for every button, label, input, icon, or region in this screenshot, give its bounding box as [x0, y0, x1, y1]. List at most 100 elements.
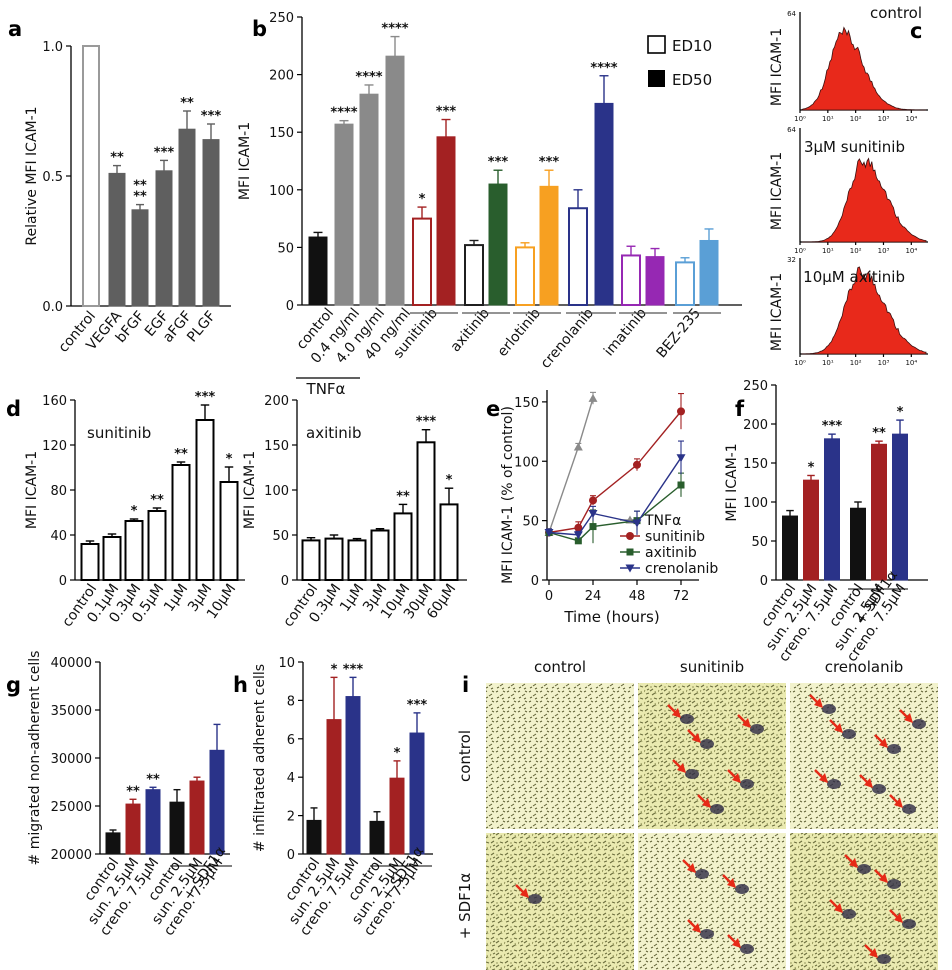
micrograph-control-sunitinib	[638, 683, 786, 829]
category-label: 1μM	[337, 581, 367, 615]
bar	[124, 520, 144, 581]
y-axis-label: MFI ICAM-1	[724, 443, 740, 521]
data-point	[626, 548, 634, 556]
hist-x-tick-label: 10⁰	[794, 247, 806, 255]
significance-label: *	[131, 504, 138, 519]
y-tick-label: 4	[287, 771, 295, 786]
panel-i: control sunitinib crenolanib control + SDF1α	[456, 658, 930, 964]
bar	[334, 123, 354, 306]
y-axis-label: MFI ICAM-1	[24, 451, 40, 529]
significance-label: **	[133, 179, 147, 194]
arrow-head	[819, 773, 828, 783]
panel-label-e: e	[486, 397, 500, 421]
arrow-head	[834, 903, 843, 913]
micrograph-image	[790, 683, 938, 829]
significance-label: **	[180, 96, 194, 111]
bar	[389, 777, 405, 855]
histogram-area	[802, 157, 927, 243]
bar	[850, 507, 866, 581]
significance-label: **	[396, 489, 410, 504]
image-row-label: + SDF1α	[456, 873, 474, 940]
legend-swatch-ed10	[647, 35, 666, 54]
arrow-head	[814, 698, 823, 708]
stained-cell	[700, 739, 714, 749]
significance-label: ***	[539, 155, 560, 170]
panel-label-d: d	[6, 397, 21, 421]
hist-x-tick-label: 10⁴	[905, 115, 917, 123]
arrow-head	[692, 733, 701, 743]
bar	[108, 172, 126, 307]
micrograph-control-control	[486, 683, 634, 829]
significance-label: ****	[330, 106, 357, 121]
micrograph-control-crenolanib	[790, 683, 938, 829]
y-tick-label: 2	[287, 810, 295, 825]
bar	[345, 696, 361, 855]
chart-title-axitinib: axitinib	[306, 424, 361, 442]
stained-cell	[877, 954, 891, 964]
data-point	[544, 529, 554, 537]
data-point	[573, 531, 583, 540]
bar	[171, 464, 191, 581]
bar	[219, 481, 239, 581]
y-tick-label: 120	[42, 439, 67, 454]
histogram-area	[801, 26, 926, 111]
x-axis-label: Time (hours)	[563, 608, 659, 626]
image-row-label: control	[456, 730, 474, 782]
stained-cell	[710, 804, 724, 814]
bar	[568, 207, 588, 306]
stained-cell	[740, 944, 754, 954]
stained-cell	[857, 864, 871, 874]
bar	[824, 438, 840, 581]
y-tick-label: 6	[287, 733, 295, 748]
legend-label-sunitinib: sunitinib	[645, 529, 705, 545]
hist-x-tick-label: 10⁴	[905, 247, 917, 255]
bar	[515, 246, 535, 306]
micrograph-image	[486, 833, 634, 970]
legend-label-ed10: ED10	[672, 37, 712, 55]
hist-y-axis-label: MFI ICAM-1	[769, 273, 785, 351]
y-tick-label: 8	[287, 694, 295, 709]
data-point	[625, 564, 635, 573]
y-tick-label: 150	[264, 439, 289, 454]
y-tick-label: 160	[42, 394, 67, 409]
image-column-label: control	[534, 658, 586, 676]
significance-label: **	[174, 447, 188, 462]
y-tick-label: 50	[272, 529, 289, 544]
tnf-group-label: TNFα	[306, 380, 346, 398]
micrograph-image	[638, 833, 786, 970]
data-point	[573, 442, 583, 451]
arrow-head	[894, 798, 903, 808]
arrow-head	[869, 948, 878, 958]
stained-cell	[695, 869, 709, 879]
stained-cell	[528, 894, 542, 904]
arrow-head	[687, 863, 696, 873]
micrograph-image	[790, 833, 938, 970]
arrow-head	[672, 708, 681, 718]
bar	[412, 217, 432, 307]
y-tick-label: 100	[269, 184, 294, 199]
y-tick-label: 0	[281, 574, 289, 589]
panel-label-f: f	[735, 397, 745, 421]
arrow-head	[849, 858, 858, 868]
bar	[675, 261, 695, 307]
significance-label: ***	[436, 105, 457, 120]
y-tick-label: 25000	[51, 800, 92, 815]
hist-x-tick-label: 10⁰	[794, 115, 806, 123]
stained-cell	[842, 909, 856, 919]
bar	[202, 139, 220, 307]
hist-x-tick-label: 10¹	[822, 359, 834, 367]
y-tick-label: 100	[743, 496, 768, 511]
y-tick-label: 150	[269, 126, 294, 141]
significance-label: *	[394, 746, 401, 761]
significance-label: **	[150, 493, 164, 508]
bar	[539, 185, 559, 306]
bar	[145, 789, 161, 855]
arrow-head	[732, 938, 741, 948]
y-tick-label: 80	[50, 484, 67, 499]
micrograph-image	[486, 683, 634, 829]
significance-label: **	[133, 190, 147, 205]
x-tick-label: 0	[545, 589, 553, 604]
data-point	[632, 519, 642, 528]
